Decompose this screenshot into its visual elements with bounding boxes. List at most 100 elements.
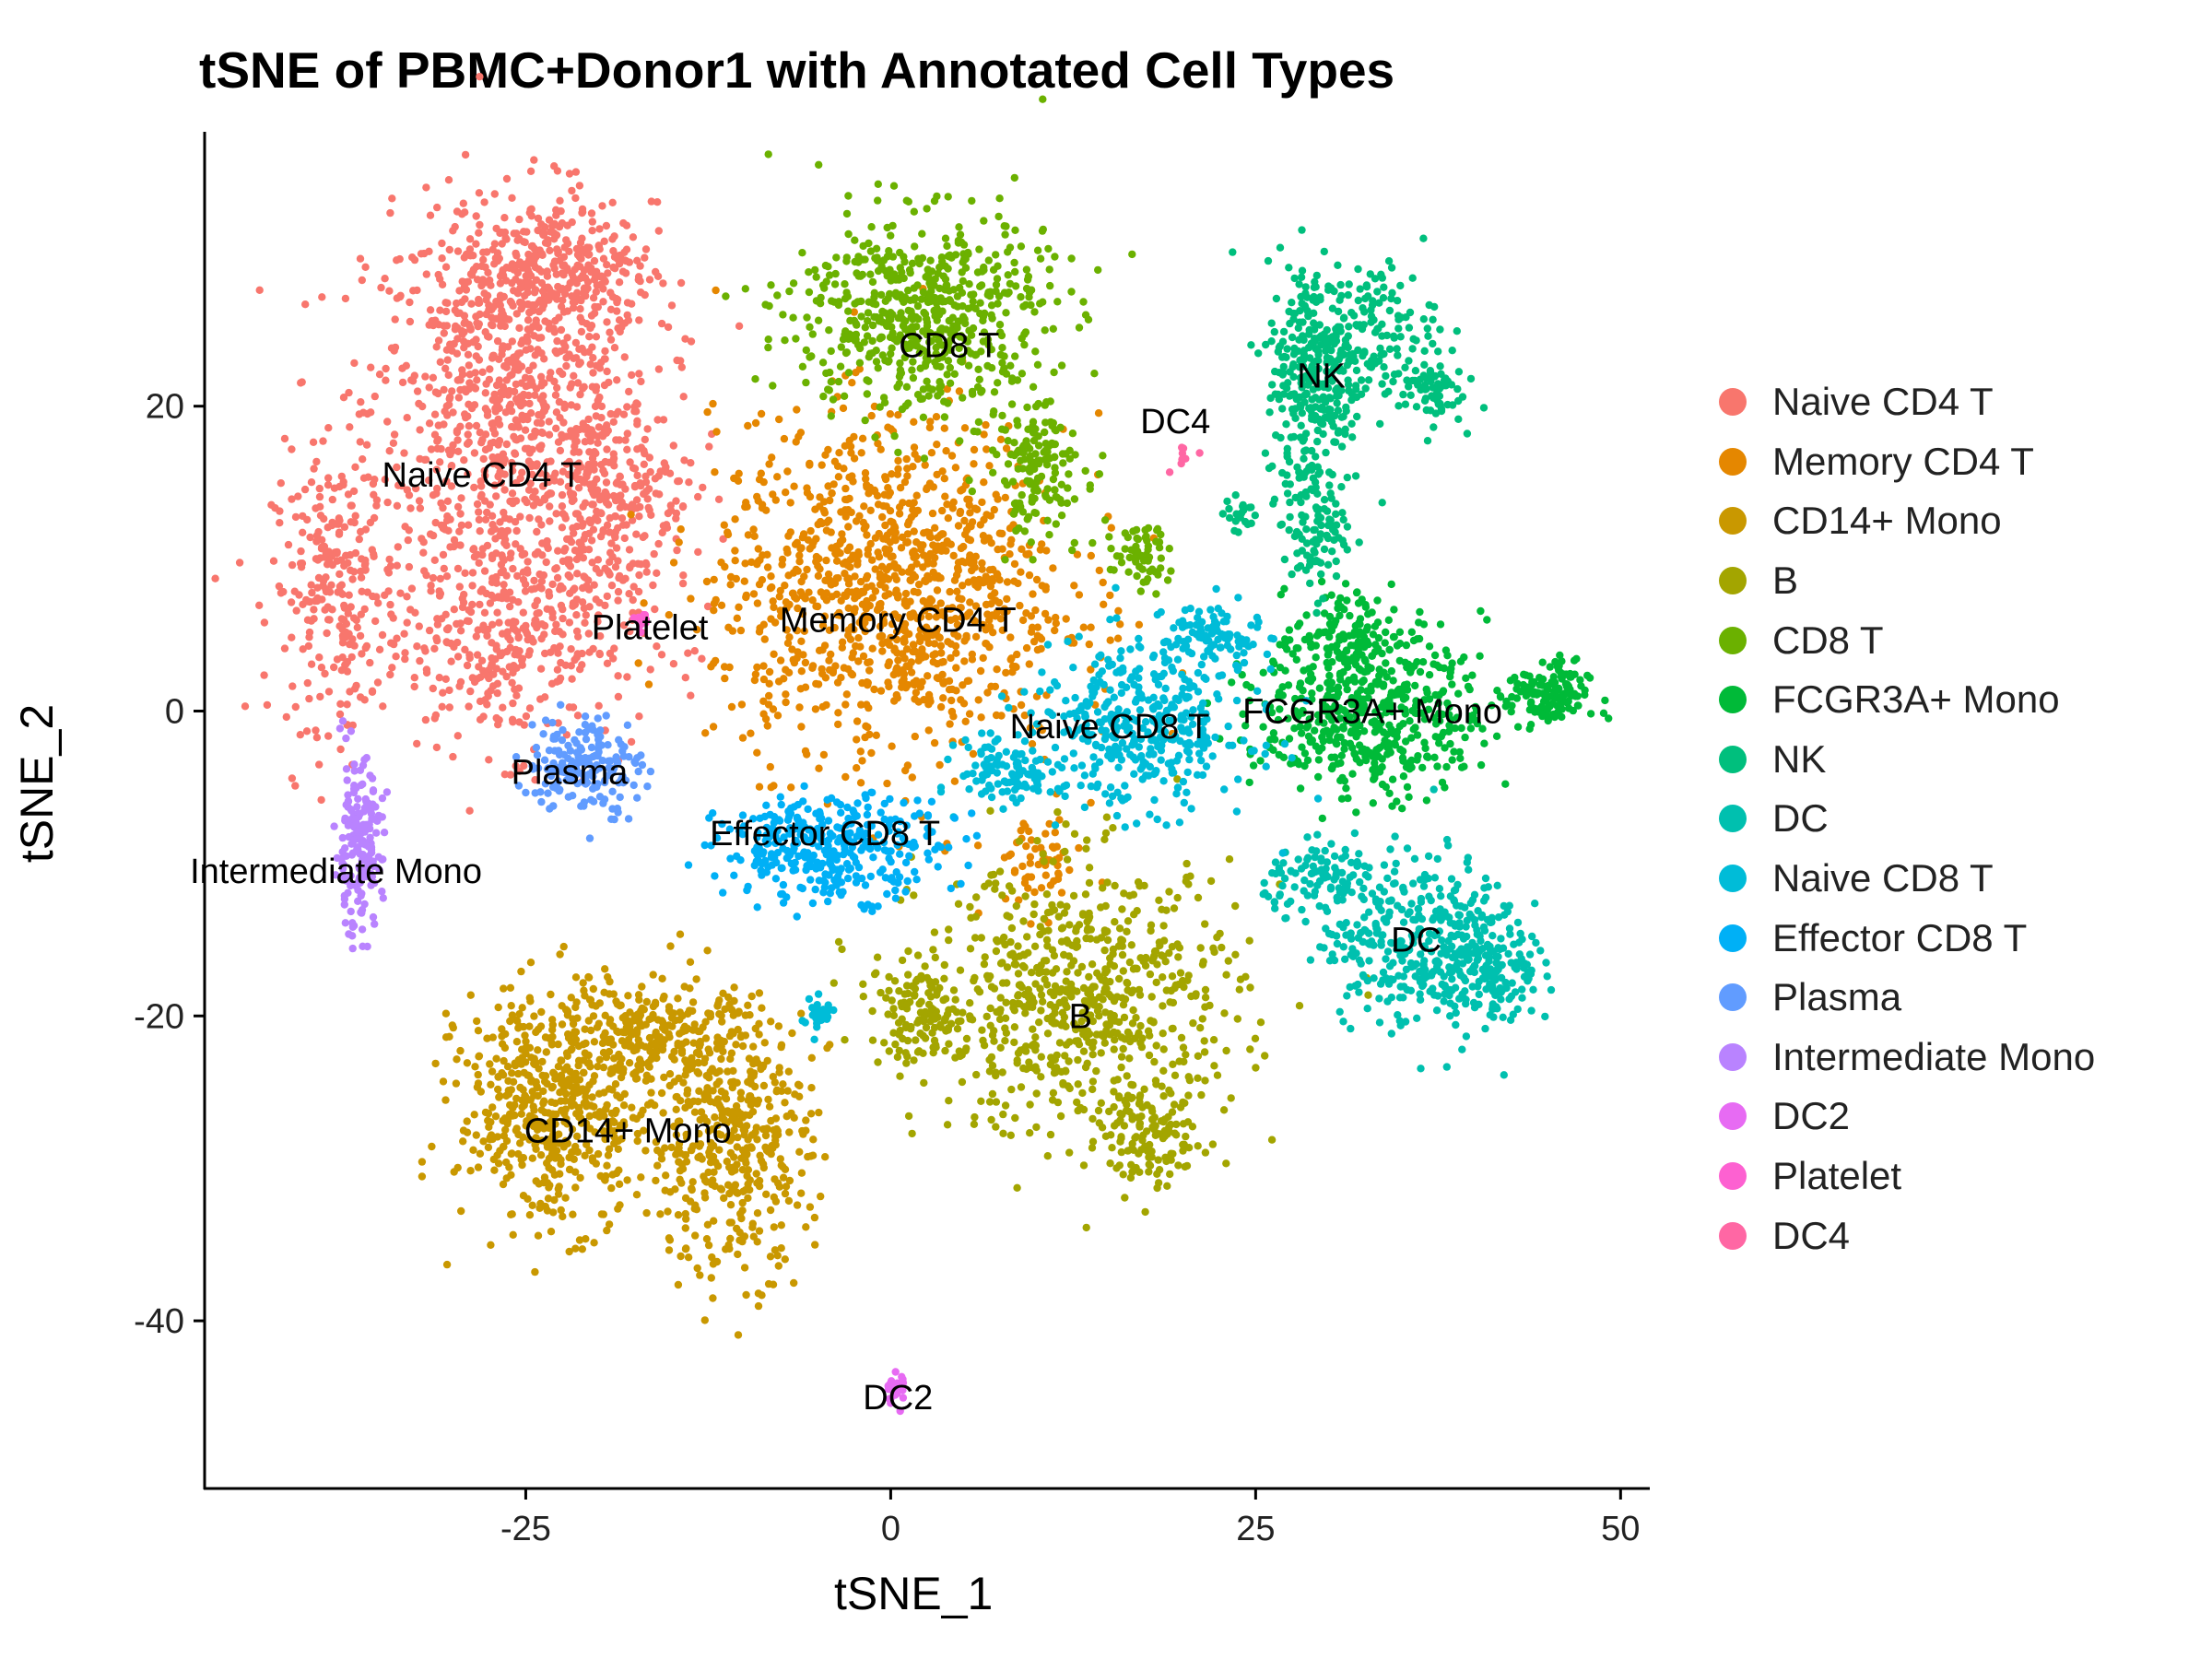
data-point (738, 1041, 747, 1051)
data-point (472, 212, 480, 220)
data-point (567, 537, 576, 547)
data-point (936, 641, 946, 650)
data-point (698, 654, 706, 663)
data-point (1086, 935, 1095, 943)
data-point (521, 444, 530, 453)
data-point (483, 1034, 491, 1042)
data-point (698, 1155, 706, 1163)
data-point (288, 633, 296, 641)
data-point (519, 416, 527, 424)
data-point (506, 371, 514, 380)
data-point (508, 1069, 516, 1077)
data-point (635, 512, 643, 521)
data-point (798, 1126, 806, 1135)
data-point (361, 263, 370, 271)
data-point (606, 649, 615, 658)
data-point (1100, 600, 1108, 608)
data-point (614, 557, 622, 565)
data-point (781, 582, 789, 590)
data-point (426, 211, 435, 219)
data-point (856, 578, 865, 586)
data-point (645, 1033, 654, 1042)
data-point (822, 526, 831, 535)
data-point (1087, 798, 1095, 807)
data-point (975, 988, 984, 996)
data-point (882, 549, 891, 558)
data-point (666, 501, 675, 510)
data-point (589, 1012, 598, 1020)
data-point (388, 194, 396, 203)
data-point (512, 416, 520, 424)
data-point (350, 685, 359, 693)
data-point (857, 449, 865, 457)
data-point (410, 371, 418, 380)
data-point (559, 614, 567, 623)
data-point (681, 335, 689, 343)
data-point (872, 731, 880, 739)
data-point (336, 700, 345, 708)
data-point (1095, 1012, 1103, 1020)
data-point (680, 456, 688, 465)
data-point (403, 486, 411, 494)
data-point (649, 971, 657, 979)
data-point (608, 1171, 617, 1179)
data-point (841, 591, 849, 599)
data-point (1008, 949, 1018, 958)
data-point (585, 250, 594, 259)
data-point (591, 402, 600, 411)
data-point (393, 256, 401, 265)
data-point (1050, 1069, 1059, 1077)
data-point (586, 360, 594, 369)
data-point (1025, 571, 1034, 580)
data-point (1018, 545, 1026, 553)
data-point (742, 1290, 750, 1300)
data-point (759, 477, 768, 487)
data-point (949, 986, 959, 994)
data-point (989, 565, 997, 574)
data-point (919, 563, 927, 571)
data-point (517, 967, 525, 976)
data-point (312, 734, 322, 742)
data-point (736, 1209, 745, 1218)
data-point (892, 564, 900, 572)
data-point (606, 1016, 615, 1024)
data-point (618, 323, 626, 332)
data-point (1051, 829, 1060, 837)
data-point (304, 641, 313, 651)
data-point (588, 227, 596, 235)
data-point (241, 702, 250, 711)
data-point (1087, 925, 1096, 934)
data-point (548, 1137, 557, 1147)
data-point (653, 1161, 662, 1170)
data-point (422, 270, 430, 278)
data-point (475, 508, 483, 516)
data-point (627, 1041, 635, 1050)
data-point (335, 570, 344, 579)
data-point (1025, 827, 1033, 836)
data-point (441, 1096, 450, 1104)
data-point (996, 994, 1005, 1002)
data-point (517, 1156, 525, 1164)
data-point (669, 660, 678, 668)
data-point (781, 1099, 789, 1107)
data-point (601, 347, 609, 356)
data-point (349, 487, 359, 496)
data-point (910, 499, 918, 507)
data-point (427, 445, 436, 453)
data-point (704, 1168, 712, 1177)
data-point (806, 526, 815, 535)
data-point (775, 593, 783, 601)
data-point (453, 436, 462, 444)
data-point (960, 559, 970, 567)
data-point (596, 492, 605, 500)
data-point (751, 1128, 759, 1136)
data-point (592, 1159, 600, 1168)
data-point (771, 1132, 780, 1140)
data-point (849, 649, 857, 657)
data-point (324, 616, 333, 624)
data-point (998, 545, 1006, 553)
data-point (1017, 700, 1026, 710)
data-point (550, 235, 559, 243)
data-point (651, 475, 660, 483)
data-point (1155, 896, 1163, 904)
